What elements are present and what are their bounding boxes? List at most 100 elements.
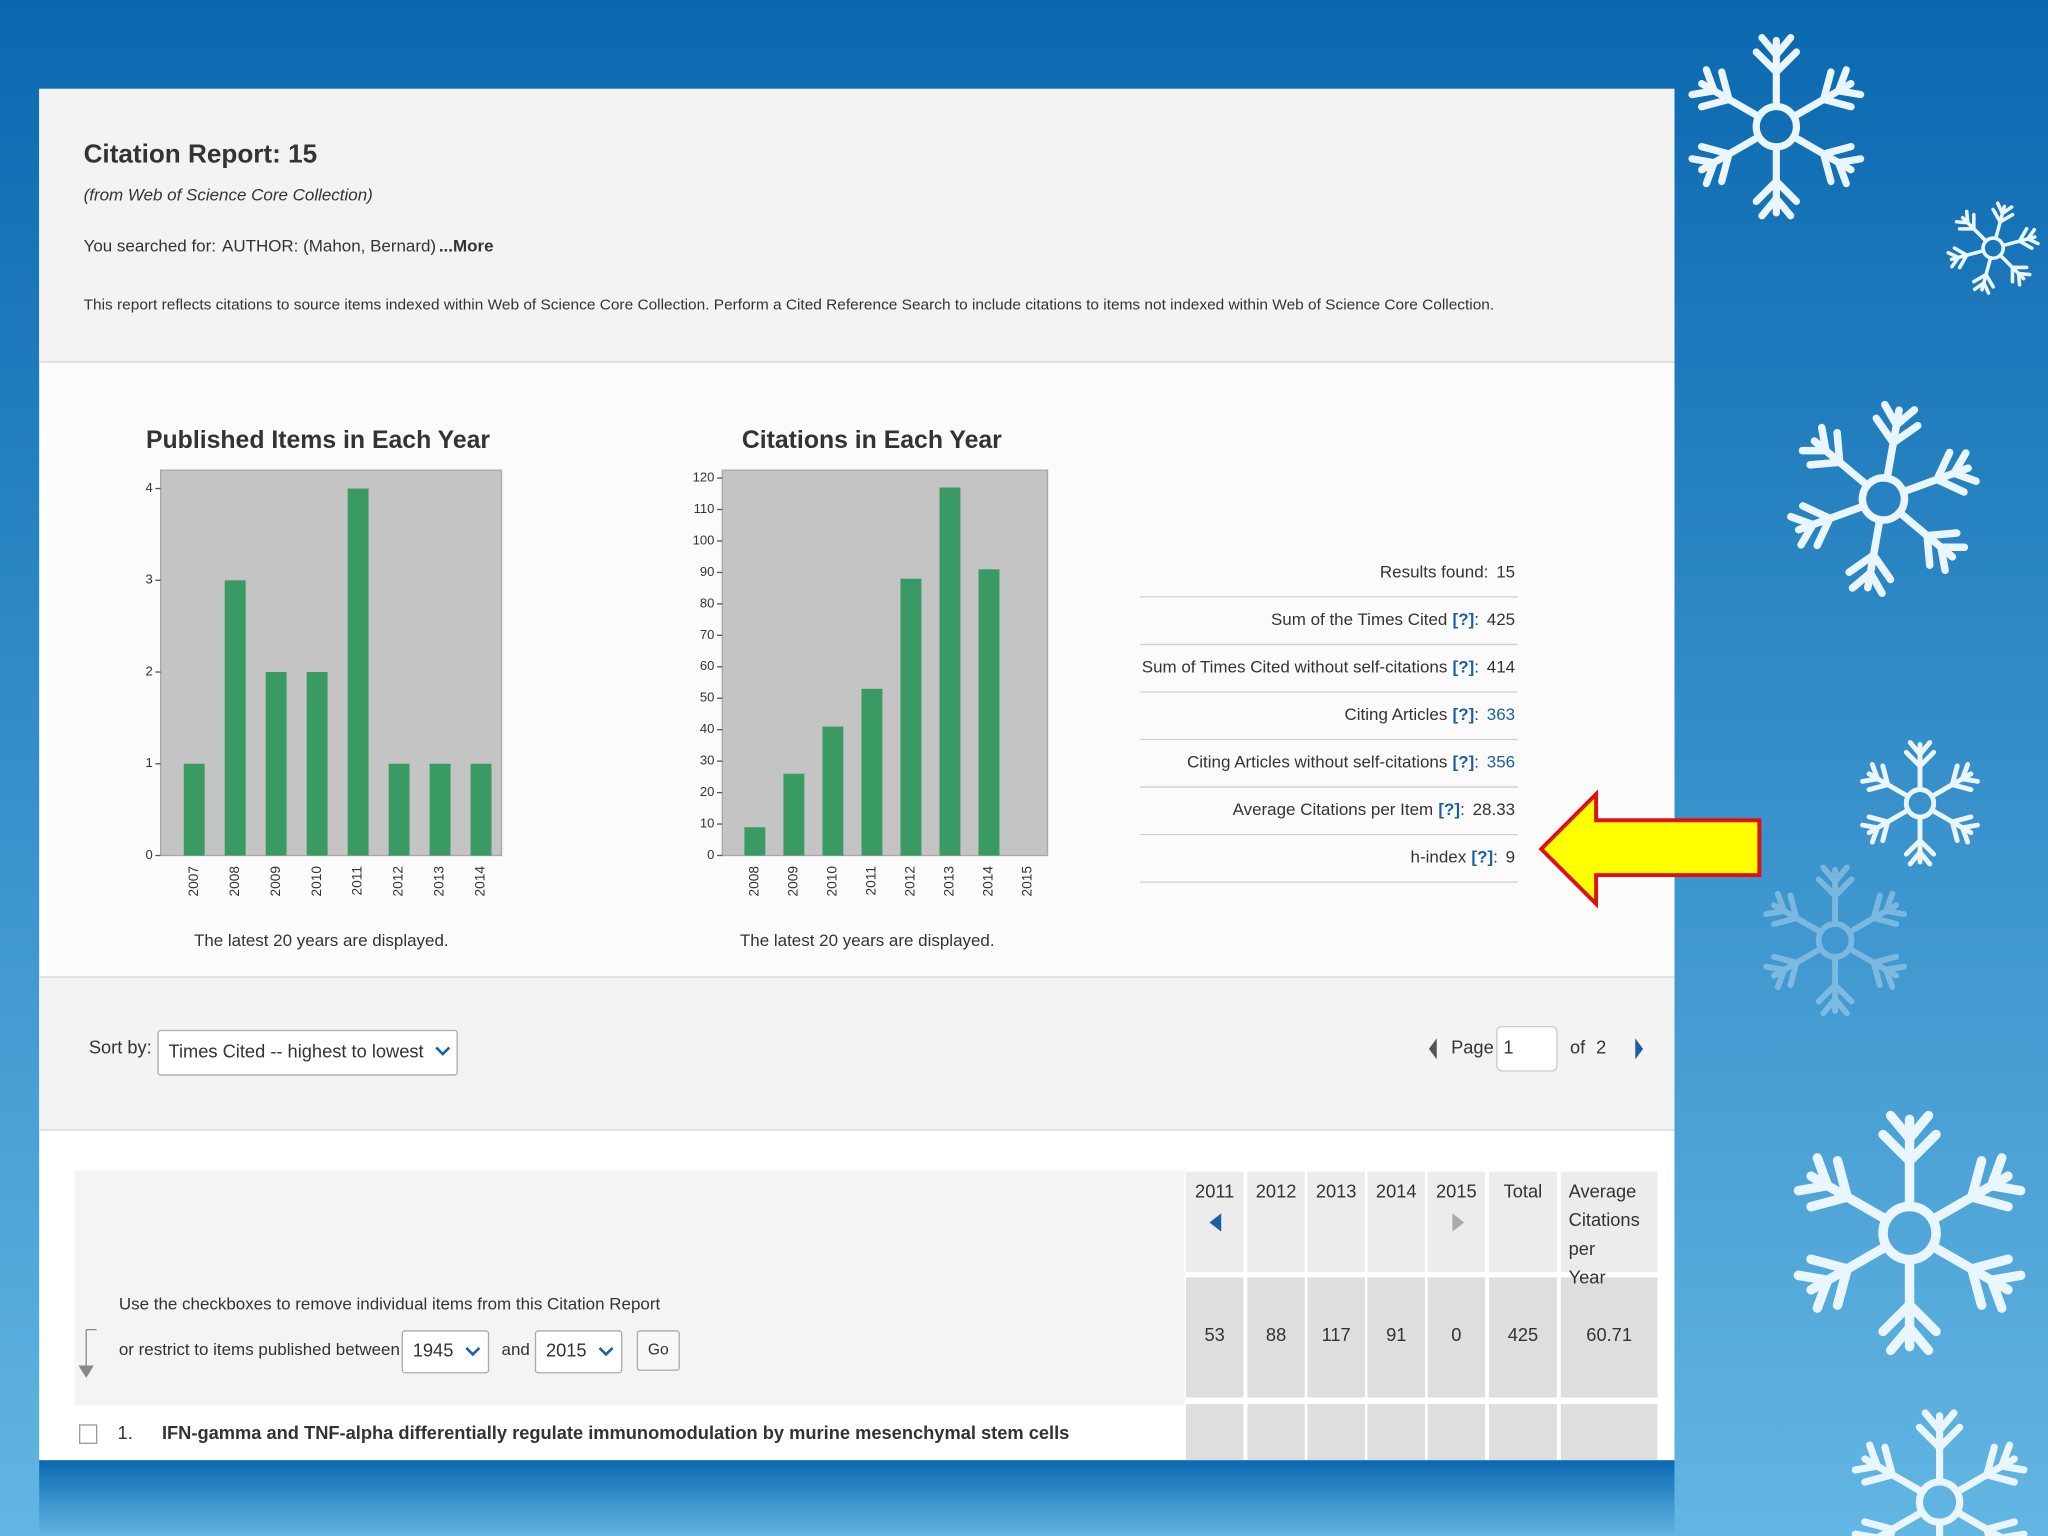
stat-value[interactable]: 356 (1487, 753, 1515, 772)
x-tick-label: 2010 (309, 866, 324, 897)
y-tick-label: 110 (694, 501, 715, 516)
next-years[interactable] (1452, 1213, 1465, 1232)
total-cell (1560, 1277, 1658, 1398)
stat-sep: : (1474, 610, 1479, 629)
total-value: 60.71 (1586, 1324, 1632, 1345)
header-cell (1560, 1171, 1658, 1273)
page-number: 1 (1503, 1037, 1513, 1058)
total-value: 91 (1386, 1324, 1406, 1345)
x-tick-label: 2007 (186, 866, 201, 896)
stat-row: Sum of the Times Cited [?]: 425 (1271, 610, 1515, 629)
stat-value: 15 (1496, 563, 1515, 582)
stat-label: Sum of the Times Cited (1271, 610, 1447, 629)
x-tick-label: 2014 (473, 866, 488, 897)
go-button[interactable] (636, 1330, 680, 1371)
x-tick-label: 2009 (268, 866, 283, 896)
header-label: 2013 (1316, 1180, 1357, 1201)
total-value: 0 (1451, 1324, 1461, 1345)
bar (347, 488, 369, 856)
year-select[interactable] (401, 1330, 490, 1374)
header-label: Average Citations per Year (1569, 1180, 1640, 1287)
stat-row: h-index [?]: 9 (1411, 848, 1516, 867)
y-tick-label: 50 (700, 690, 715, 705)
item-number: 1. (118, 1422, 133, 1443)
help-link[interactable]: [?] (1453, 753, 1475, 772)
total-cell (1307, 1277, 1365, 1398)
x-tick-label: 2011 (350, 866, 365, 895)
x-tick-label: 2013 (432, 866, 447, 897)
header-label: 2015 (1436, 1180, 1477, 1201)
stat-sep: : (1474, 753, 1479, 772)
prev-years[interactable] (1209, 1213, 1222, 1232)
chart-footnote: The latest 20 years are displayed. (194, 931, 449, 950)
total-value: 117 (1322, 1324, 1351, 1345)
y-tick-label: 70 (700, 627, 715, 642)
next-cell (1247, 1404, 1305, 1461)
next-cell (1427, 1404, 1486, 1461)
go-label: Go (648, 1342, 669, 1359)
stat-value: 425 (1487, 610, 1515, 629)
bar (822, 726, 844, 856)
bar (470, 763, 492, 856)
sort-select[interactable] (157, 1029, 458, 1076)
stat-row: Citing Articles without self-citations [?… (1187, 753, 1515, 772)
y-tick-label: 100 (693, 532, 715, 547)
page-label: Page (1451, 1037, 1494, 1058)
item-title[interactable]: IFN-gamma and TNF-alpha differentially r… (162, 1422, 1069, 1443)
help-link[interactable]: [?] (1471, 848, 1493, 867)
panel-bottom (39, 1460, 1675, 1536)
stat-row: Citing Articles [?]: 363 (1345, 706, 1516, 725)
page-total: 2 (1596, 1037, 1606, 1058)
next-cell (1367, 1404, 1425, 1461)
bar (978, 569, 1000, 856)
search-query: AUTHOR: (Mahon, Bernard) (222, 236, 436, 255)
stat-label: Sum of Times Cited without self-citation… (1142, 658, 1448, 677)
stat-label: Citing Articles (1345, 706, 1448, 725)
x-tick-label: 2008 (227, 866, 242, 897)
stat-sep: : (1474, 706, 1479, 725)
y-tick-label: 120 (693, 470, 715, 485)
next-page[interactable] (1635, 1038, 1644, 1060)
sort-label: Sort by: (89, 1037, 152, 1058)
report-title: Citation Report: 15 (84, 138, 318, 168)
total-cell (1247, 1277, 1305, 1398)
stat-row: Sum of Times Cited without self-citation… (1142, 658, 1515, 677)
x-tick-label: 2014 (981, 866, 996, 897)
next-cell (1488, 1404, 1557, 1461)
stat-label: Average Citations per Item (1233, 801, 1434, 820)
source-note: (from Web of Science Core Collection) (84, 185, 373, 204)
help-link[interactable]: [?] (1453, 610, 1475, 629)
total-value: 425 (1508, 1324, 1538, 1345)
bar (265, 672, 287, 856)
stat-row: Results found: 15 (1380, 563, 1515, 582)
help-link[interactable]: [?] (1438, 801, 1460, 820)
stat-sep: : (1474, 658, 1479, 677)
x-tick-label: 2012 (391, 866, 406, 896)
page-input[interactable] (1496, 1025, 1558, 1072)
item-checkbox[interactable] (79, 1424, 98, 1444)
header-cell (1307, 1171, 1365, 1273)
next-cell (1560, 1404, 1658, 1461)
filter-hint: Use the checkboxes to remove individual … (119, 1294, 661, 1313)
y-tick-label: 80 (700, 595, 715, 610)
bar (900, 578, 922, 856)
y-tick-label: 0 (146, 847, 153, 862)
more-link[interactable]: ...More (439, 236, 494, 255)
stat-label: Citing Articles without self-citations (1187, 753, 1447, 772)
y-tick-label: 60 (700, 658, 715, 673)
y-tick-label: 30 (700, 753, 715, 768)
year-select[interactable] (534, 1330, 623, 1374)
bar (939, 487, 961, 856)
select-caret (465, 1346, 481, 1357)
help-link[interactable]: [?] (1453, 706, 1475, 725)
bar (744, 827, 766, 856)
bar (388, 763, 410, 856)
help-link[interactable]: [?] (1453, 658, 1475, 677)
x-tick-label: 2015 (1020, 866, 1035, 897)
filter-restrict: or restrict to items published between (119, 1340, 400, 1359)
stat-sep: : (1460, 801, 1465, 820)
stat-value[interactable]: 363 (1487, 706, 1515, 725)
chart-title: Citations in Each Year (742, 427, 1002, 454)
prev-page[interactable] (1428, 1038, 1437, 1060)
